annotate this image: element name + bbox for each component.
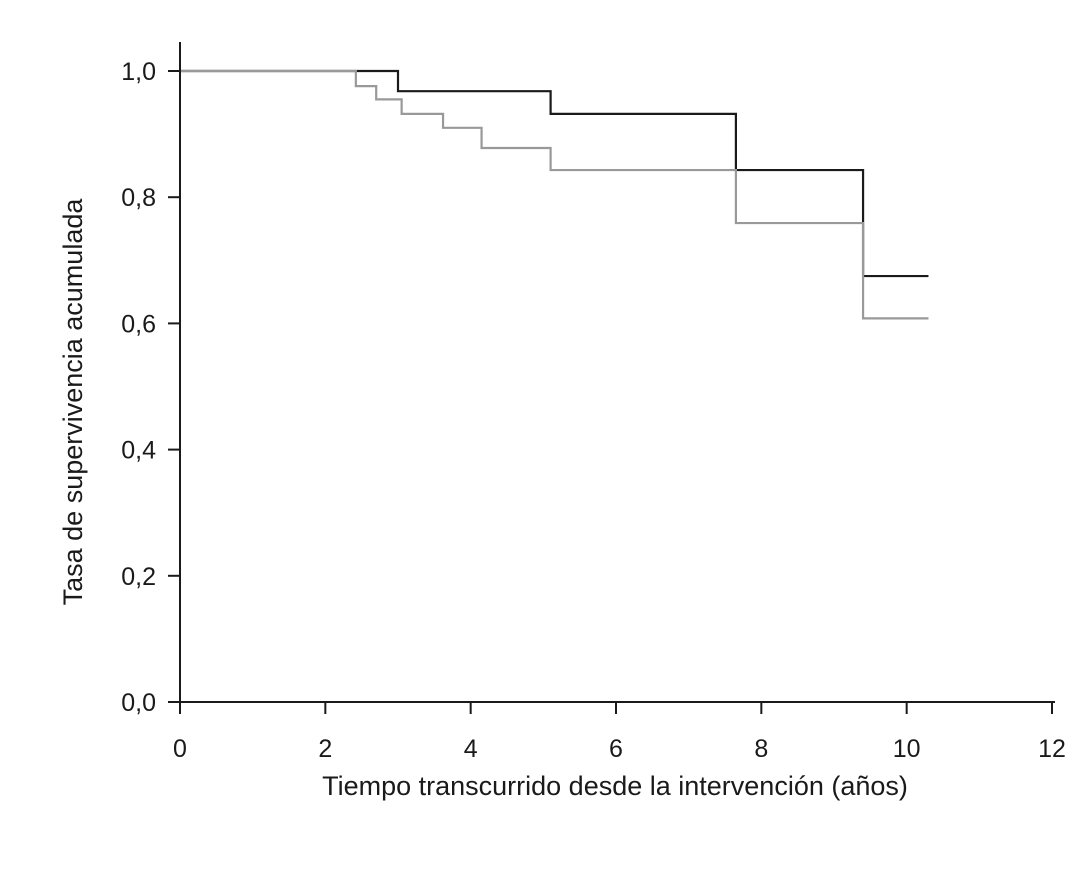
survival-curve-2 [180, 69, 929, 320]
y-axis-label: Tasa de supervivencia acumulada [58, 198, 88, 606]
x-tick-label: 0 [173, 735, 187, 763]
y-tick-label: 0,8 [121, 184, 156, 212]
ticks-layer: 0 2 4 6 8 10 12 0,0 0,2 0,4 0,6 0,8 1,0 [121, 58, 1066, 763]
y-tick-label: 1,0 [121, 58, 156, 86]
x-tick-label: 2 [318, 735, 332, 763]
survival-curve-1 [180, 69, 929, 278]
x-tick-label: 8 [754, 735, 768, 763]
x-tick-label: 12 [1038, 735, 1066, 763]
y-tick-label: 0,6 [121, 310, 156, 338]
x-axis-label: Tiempo transcurrido desde la intervenció… [322, 771, 908, 801]
x-tick-label: 4 [464, 735, 478, 763]
y-tick-label: 0,4 [121, 437, 156, 465]
y-tick-label: 0,2 [121, 563, 156, 591]
series-layer [180, 69, 929, 320]
x-tick-label: 10 [893, 735, 921, 763]
y-tick-label: 0,0 [121, 689, 156, 717]
x-tick-label: 6 [609, 735, 623, 763]
